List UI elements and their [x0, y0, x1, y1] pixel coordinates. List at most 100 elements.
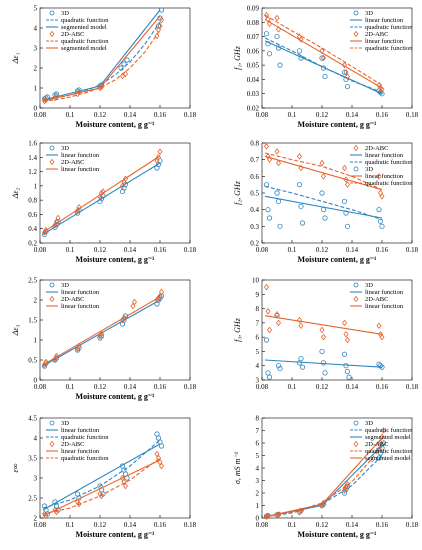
x-tick-label: 0.1: [66, 246, 75, 254]
chart-panel-4: 0.08 0.1 0.12 0.14 0.16 0.18 0.2 0.3 0.4 0.5 0.6 0.…: [233, 140, 419, 265]
legend-label: 2D-ABC: [365, 296, 388, 303]
data-point: [379, 333, 385, 341]
legend-label: 2D-ABC: [61, 159, 84, 166]
data-point: [157, 148, 163, 155]
data-point: [263, 143, 270, 150]
data-point: [379, 193, 385, 200]
legend-label: segmented model: [365, 455, 411, 462]
data-point: [319, 326, 325, 334]
data-point: [274, 190, 280, 196]
data-point: [266, 156, 273, 163]
y-tick-label: 0.7: [250, 156, 259, 164]
data-point: [346, 374, 352, 380]
x-tick-label: 0.18: [184, 521, 197, 529]
data-point: [298, 36, 304, 43]
data-point: [341, 164, 348, 172]
data-point: [130, 302, 136, 310]
series-line: [264, 446, 383, 518]
y-tick-label: 1: [34, 85, 38, 93]
y-tick-label: 3.5: [28, 455, 37, 463]
data-point: [344, 223, 351, 229]
x-tick-label: 0.1: [288, 521, 297, 529]
legend-label: segmented model: [61, 24, 107, 31]
legend-label: linear function: [365, 289, 404, 296]
x-tick-label: 0.18: [184, 111, 197, 119]
legend-marker: [49, 295, 55, 303]
legend-label: linear function: [61, 166, 100, 173]
y-tick-label: 0.03: [247, 90, 260, 98]
x-tick-label: 0.08: [256, 246, 269, 254]
x-tick-label: 0.08: [256, 383, 269, 391]
y-tick-label: 0.4: [28, 225, 37, 233]
data-point: [377, 363, 384, 369]
data-point: [319, 159, 325, 167]
x-tick-label: 0.14: [346, 383, 359, 391]
data-point: [296, 153, 303, 160]
data-point: [266, 51, 273, 57]
series-line: [264, 315, 383, 335]
data-point: [296, 360, 303, 366]
series-line: [42, 296, 161, 366]
y-tick-label: 3: [256, 477, 260, 485]
data-point: [341, 198, 348, 204]
data-point: [320, 333, 327, 341]
data-point: [341, 351, 348, 357]
series-line: [264, 18, 383, 89]
data-point: [76, 500, 82, 508]
chart-panel-5: 0.08 0.1 0.12 0.14 0.16 0.18 0 0.5 1 1.5 2 2.5 Moist…: [11, 277, 197, 402]
legend-label: 2D-ABC: [365, 441, 388, 448]
y-tick-label: 0.5: [250, 190, 259, 198]
y-tick-label: 0.08: [247, 19, 260, 27]
legend-label: 2D-ABC: [365, 31, 388, 38]
data-point: [320, 173, 327, 180]
data-point: [275, 198, 282, 204]
data-point: [265, 16, 271, 23]
legend-marker: [49, 420, 55, 426]
legend-marker: [49, 282, 55, 288]
y-tick-label: 0.07: [247, 33, 260, 41]
data-point: [322, 370, 328, 376]
legend-label: linear function: [61, 448, 100, 455]
legend-label: quadratic function: [61, 38, 109, 45]
x-tick-label: 0.1: [288, 383, 297, 391]
x-tick-label: 0.12: [94, 383, 107, 391]
data-point: [53, 352, 60, 360]
data-point: [263, 11, 270, 19]
y-tick-label: 9: [256, 291, 260, 299]
x-tick-label: 0.18: [406, 383, 419, 391]
data-point: [265, 370, 271, 376]
legend-label: quadratic function: [365, 180, 413, 187]
y-tick-label: 2: [34, 297, 38, 305]
x-axis-label: Moisture content, g g⁻¹: [298, 255, 378, 264]
legend-label: 2D-ABC: [61, 441, 84, 448]
data-point: [41, 231, 48, 238]
x-tick-label: 0.14: [346, 111, 359, 119]
data-point: [98, 492, 105, 500]
legend-label: linear function: [61, 427, 100, 434]
data-point: [263, 337, 270, 343]
x-tick-label: 0.12: [94, 521, 107, 529]
data-point: [377, 218, 384, 224]
x-tick-label: 0.12: [94, 111, 107, 119]
data-point: [55, 214, 61, 222]
legend-marker: [353, 10, 359, 16]
x-tick-label: 0.08: [34, 383, 47, 391]
x-tick-label: 0.1: [288, 246, 297, 254]
chart-panel-6: 0.08 0.1 0.12 0.14 0.16 0.18 3 4 5 6 7 8 9 10 f₃, GHz 3…: [233, 277, 419, 392]
x-tick-label: 0.12: [94, 246, 107, 254]
y-tick-label: 1.6: [28, 140, 37, 148]
y-tick-label: 1.2: [28, 168, 37, 176]
x-tick-label: 0.16: [376, 246, 389, 254]
y-axis-label: Δε₂: [11, 187, 20, 199]
legend-label: linear function: [61, 289, 100, 296]
data-point: [274, 311, 280, 318]
x-tick-label: 0.18: [406, 246, 419, 254]
data-point: [263, 283, 270, 291]
y-tick-label: 7: [256, 319, 260, 327]
series-line: [42, 299, 161, 367]
data-point: [274, 14, 280, 22]
x-tick-label: 0.1: [66, 521, 75, 529]
data-point: [319, 55, 325, 61]
